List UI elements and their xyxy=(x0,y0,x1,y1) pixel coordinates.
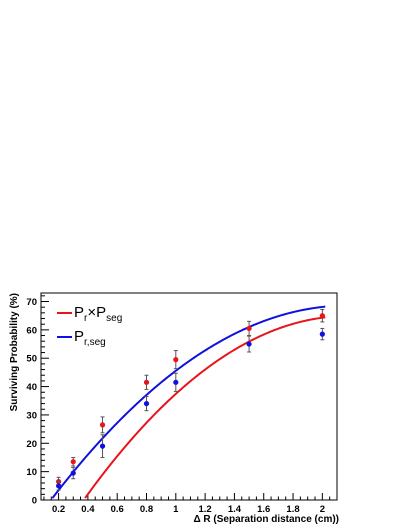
y-tick-label: 0 xyxy=(32,496,37,507)
x-axis-title: Δ R (Separation distance (cm)) xyxy=(193,514,339,525)
marker-series-1 xyxy=(319,331,325,337)
marker-series-0 xyxy=(173,357,179,363)
x-tick-label: 1 xyxy=(173,504,179,515)
y-axis-title: Surviving Probability (%) xyxy=(9,293,20,411)
y-tick-label: 30 xyxy=(26,410,37,421)
data-points xyxy=(55,308,325,491)
data-point xyxy=(246,320,252,337)
fit-curves xyxy=(51,305,326,499)
marker-series-0 xyxy=(70,459,76,465)
y-tick-label: 60 xyxy=(26,325,37,336)
marker-series-0 xyxy=(246,325,252,332)
y-tick-label: 10 xyxy=(26,467,37,478)
data-point xyxy=(99,416,106,434)
data-point xyxy=(99,434,106,458)
marker-series-0 xyxy=(319,313,325,319)
data-point xyxy=(319,327,325,341)
x-tick-label: 1.6 xyxy=(257,504,270,515)
data-point xyxy=(143,396,150,412)
x-tick-label: 0.2 xyxy=(52,504,65,515)
legend-label-pr-seg: Pr,seg xyxy=(74,328,106,348)
marker-series-1 xyxy=(55,483,62,489)
legend-label-pr-x-pseg: Pr×Pseg xyxy=(74,304,122,324)
fit-curve-series-1 xyxy=(51,305,326,499)
marker-series-0 xyxy=(99,422,106,428)
data-point xyxy=(55,481,62,491)
data-point xyxy=(319,308,325,323)
legend: Pr×Pseg Pr,seg xyxy=(57,304,122,348)
x-tick-label: 2 xyxy=(320,504,325,515)
fit-curve-series-0 xyxy=(84,316,326,499)
y-tick-label: 40 xyxy=(26,382,37,393)
plot-frame xyxy=(40,292,338,501)
x-tick-label: 1.2 xyxy=(199,504,212,515)
data-point xyxy=(70,466,76,480)
x-tick-label: 1.4 xyxy=(228,504,242,515)
x-tick-label: 0.8 xyxy=(140,504,153,515)
marker-series-0 xyxy=(143,379,150,385)
plot-border xyxy=(40,292,338,501)
data-point xyxy=(143,374,150,390)
x-axis-ticks: 0.2 0.4 0.6 0.8 1 1.2 1.4 1.6 1.8 2 xyxy=(43,493,331,515)
marker-series-1 xyxy=(173,379,179,385)
x-tick-label: 1.8 xyxy=(286,504,299,515)
y-tick-label: 20 xyxy=(26,439,37,450)
marker-series-1 xyxy=(246,341,252,347)
x-tick-label: 0.6 xyxy=(111,504,124,515)
marker-series-1 xyxy=(99,443,106,449)
y-axis-ticks: 0 10 20 30 40 50 60 70 xyxy=(26,295,49,507)
marker-series-1 xyxy=(70,470,76,476)
x-tick-label: 0.4 xyxy=(81,504,95,515)
data-point xyxy=(246,335,252,353)
y-tick-label: 50 xyxy=(26,354,37,365)
y-tick-label: 70 xyxy=(26,297,37,308)
data-point xyxy=(70,456,76,467)
data-point xyxy=(173,372,179,392)
marker-series-1 xyxy=(143,400,150,407)
data-point xyxy=(173,350,179,370)
